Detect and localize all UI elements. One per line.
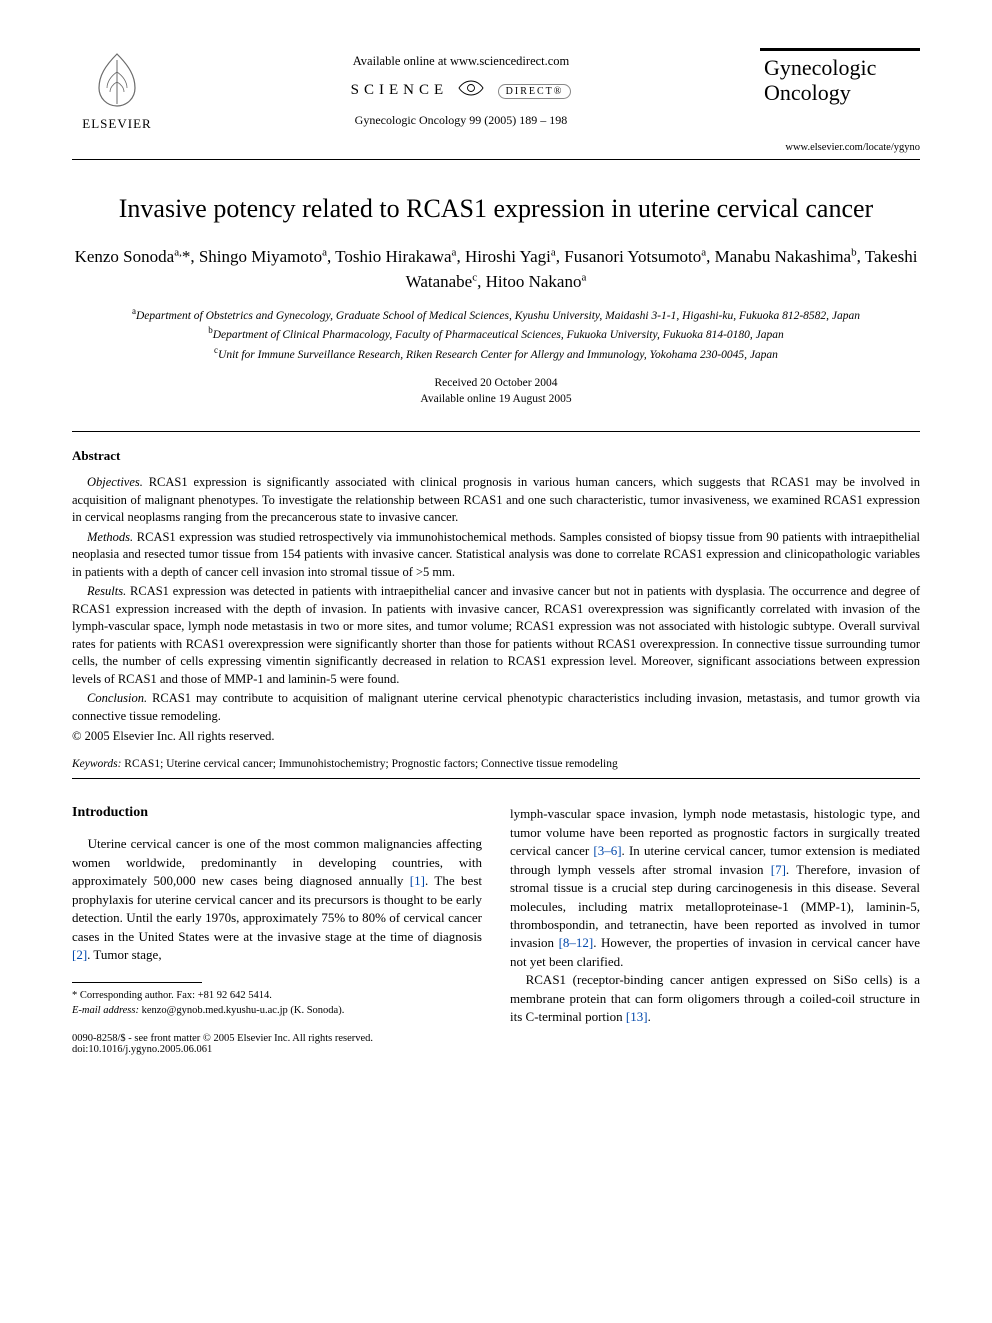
- results-text: RCAS1 expression was detected in patient…: [72, 584, 920, 686]
- ref-7[interactable]: [7]: [771, 862, 786, 877]
- corresponding-author: * Corresponding author. Fax: +81 92 642 …: [72, 989, 482, 1004]
- header-rule: [72, 159, 920, 160]
- sd-left: SCIENCE: [351, 82, 449, 98]
- objectives-label: Objectives.: [87, 475, 143, 489]
- page-header: ELSEVIER Available online at www.science…: [72, 48, 920, 153]
- footer-line2: doi:10.1016/j.ygyno.2005.06.061: [72, 1044, 482, 1055]
- affil-b-text: Department of Clinical Pharmacology, Fac…: [213, 329, 784, 341]
- sciencedirect-logo: SCIENCE DIRECT®: [162, 79, 760, 99]
- email-label: E-mail address:: [72, 1005, 139, 1016]
- online-date: Available online 19 August 2005: [72, 391, 920, 407]
- publisher-logo-block: ELSEVIER: [72, 48, 162, 132]
- journal-line1: Gynecologic: [764, 55, 876, 80]
- ref-2[interactable]: [2]: [72, 947, 87, 962]
- ref-8-12[interactable]: [8–12]: [559, 935, 594, 950]
- intro-para-2: RCAS1 (receptor-binding cancer antigen e…: [510, 971, 920, 1026]
- intro-3b: .: [648, 1009, 651, 1024]
- intro-3a: RCAS1 (receptor-binding cancer antigen e…: [510, 972, 920, 1024]
- methods-text: RCAS1 expression was studied retrospecti…: [72, 530, 920, 579]
- footnote-rule: [72, 982, 202, 983]
- authors-line: Kenzo Sonodaa,*, Shingo Miyamotoa, Toshi…: [72, 244, 920, 295]
- affil-b: bDepartment of Clinical Pharmacology, Fa…: [72, 324, 920, 344]
- ref-13[interactable]: [13]: [626, 1009, 648, 1024]
- abstract-bottom-rule: [72, 778, 920, 779]
- section-introduction: Introduction: [72, 805, 482, 821]
- email-address: kenzo@gynob.med.kyushu-u.ac.jp (K. Sonod…: [142, 1005, 345, 1016]
- received-date: Received 20 October 2004: [72, 375, 920, 391]
- abstract-label: Abstract: [72, 448, 920, 464]
- sd-right: DIRECT®: [498, 84, 572, 99]
- abstract-top-rule: [72, 431, 920, 432]
- email-line: E-mail address: kenzo@gynob.med.kyushu-u…: [72, 1004, 482, 1019]
- abstract-block: Abstract Objectives. RCAS1 expression is…: [72, 448, 920, 744]
- article-dates: Received 20 October 2004 Available onlin…: [72, 375, 920, 407]
- intro-para-1-cont: lymph-vascular space invasion, lymph nod…: [510, 805, 920, 971]
- abstract-results: Results. RCAS1 expression was detected i…: [72, 583, 920, 688]
- footnotes: * Corresponding author. Fax: +81 92 642 …: [72, 989, 482, 1018]
- abstract-copyright: © 2005 Elsevier Inc. All rights reserved…: [72, 729, 920, 744]
- citation-line: Gynecologic Oncology 99 (2005) 189 – 198: [162, 113, 760, 128]
- intro-para-1: Uterine cervical cancer is one of the mo…: [72, 835, 482, 964]
- results-label: Results.: [87, 584, 126, 598]
- abstract-methods: Methods. RCAS1 expression was studied re…: [72, 529, 920, 582]
- affil-c: cUnit for Immune Surveillance Research, …: [72, 344, 920, 364]
- keywords-text: RCAS1; Uterine cervical cancer; Immunohi…: [124, 758, 617, 770]
- ref-1[interactable]: [1]: [410, 873, 425, 888]
- body-columns: Introduction Uterine cervical cancer is …: [72, 805, 920, 1055]
- elsevier-tree-icon: [85, 48, 149, 112]
- affiliations: aDepartment of Obstetrics and Gynecology…: [72, 305, 920, 364]
- left-column: Introduction Uterine cervical cancer is …: [72, 805, 482, 1055]
- conclusion-label: Conclusion.: [87, 691, 147, 705]
- intro-1c: . Tumor stage,: [87, 947, 161, 962]
- center-header: Available online at www.sciencedirect.co…: [162, 48, 760, 128]
- article-title: Invasive potency related to RCAS1 expres…: [72, 194, 920, 224]
- elsevier-label: ELSEVIER: [72, 116, 162, 132]
- available-online-line: Available online at www.sciencedirect.co…: [162, 54, 760, 69]
- sd-swirl-icon: [457, 79, 485, 97]
- footer-line1: 0090-8258/$ - see front matter © 2005 El…: [72, 1033, 482, 1044]
- ref-3-6[interactable]: [3–6]: [593, 843, 621, 858]
- footer-block: 0090-8258/$ - see front matter © 2005 El…: [72, 1033, 482, 1055]
- conclusion-text: RCAS1 may contribute to acquisition of m…: [72, 691, 920, 723]
- journal-block: Gynecologic Oncology www.elsevier.com/lo…: [760, 48, 920, 153]
- abstract-objectives: Objectives. RCAS1 expression is signific…: [72, 474, 920, 527]
- affil-a: aDepartment of Obstetrics and Gynecology…: [72, 305, 920, 325]
- affil-c-text: Unit for Immune Surveillance Research, R…: [218, 348, 778, 360]
- affil-a-text: Department of Obstetrics and Gynecology,…: [136, 309, 860, 321]
- objectives-text: RCAS1 expression is significantly associ…: [72, 475, 920, 524]
- journal-line2: Oncology: [764, 80, 851, 105]
- keywords-line: Keywords: RCAS1; Uterine cervical cancer…: [72, 758, 920, 770]
- keywords-label: Keywords:: [72, 758, 121, 770]
- methods-label: Methods.: [87, 530, 133, 544]
- journal-name: Gynecologic Oncology: [760, 55, 920, 106]
- journal-url: www.elsevier.com/locate/ygyno: [760, 142, 920, 153]
- right-column: lymph-vascular space invasion, lymph nod…: [510, 805, 920, 1055]
- abstract-conclusion: Conclusion. RCAS1 may contribute to acqu…: [72, 690, 920, 725]
